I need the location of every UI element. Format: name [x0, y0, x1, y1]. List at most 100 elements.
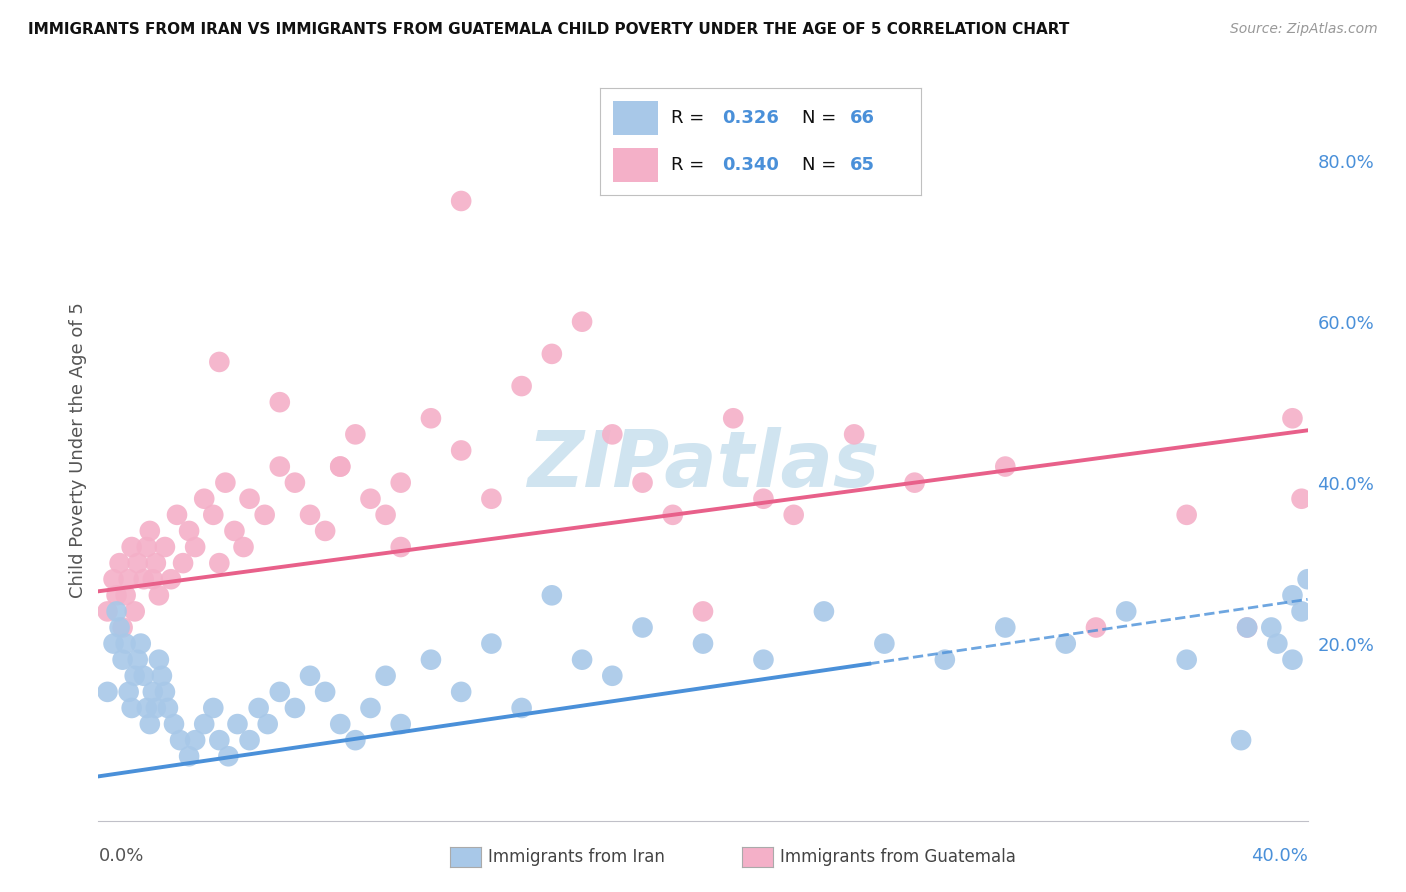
Point	[299, 508, 322, 522]
Point	[253, 508, 276, 522]
Point	[994, 459, 1017, 474]
Point	[374, 508, 396, 522]
Point	[873, 637, 896, 651]
Point	[239, 491, 262, 506]
Point	[145, 701, 167, 715]
Point	[139, 717, 162, 731]
Point	[631, 475, 654, 490]
Point	[148, 588, 170, 602]
Point	[121, 540, 143, 554]
Point	[150, 669, 173, 683]
Point	[202, 701, 225, 715]
Point	[217, 749, 239, 764]
Point	[145, 556, 167, 570]
Point	[314, 524, 336, 538]
Point	[127, 653, 149, 667]
Point	[389, 540, 412, 554]
Point	[129, 637, 152, 651]
Point	[121, 701, 143, 715]
Point	[450, 194, 472, 208]
Point	[142, 572, 165, 586]
Point	[904, 475, 927, 490]
Point	[142, 685, 165, 699]
Point	[692, 604, 714, 618]
Point	[1281, 653, 1303, 667]
Point	[602, 427, 624, 442]
Text: Source: ZipAtlas.com: Source: ZipAtlas.com	[1230, 22, 1378, 37]
Point	[602, 669, 624, 683]
Point	[103, 572, 125, 586]
Point	[284, 475, 307, 490]
Point	[184, 733, 207, 747]
Point	[163, 717, 186, 731]
Point	[239, 733, 262, 747]
Point	[571, 653, 593, 667]
Point	[344, 427, 367, 442]
Point	[247, 701, 270, 715]
Point	[105, 604, 128, 618]
Point	[844, 427, 866, 442]
Point	[111, 620, 134, 634]
Point	[179, 524, 201, 538]
Point	[481, 637, 503, 651]
Point	[692, 637, 714, 651]
Point	[156, 701, 179, 715]
Point	[111, 653, 134, 667]
Point	[813, 604, 835, 618]
Point	[752, 491, 775, 506]
Point	[1281, 588, 1303, 602]
Point	[329, 459, 352, 474]
Point	[1281, 411, 1303, 425]
Point	[148, 653, 170, 667]
Point	[132, 669, 155, 683]
Point	[752, 653, 775, 667]
Point	[226, 717, 249, 731]
Point	[184, 540, 207, 554]
Point	[135, 540, 157, 554]
Point	[1260, 620, 1282, 634]
Point	[1291, 604, 1313, 618]
Point	[269, 459, 291, 474]
Point	[1291, 491, 1313, 506]
Point	[510, 701, 533, 715]
Point	[1267, 637, 1289, 651]
Text: Immigrants from Iran: Immigrants from Iran	[488, 848, 665, 866]
Point	[1054, 637, 1077, 651]
Point	[344, 733, 367, 747]
Point	[284, 701, 307, 715]
Point	[232, 540, 254, 554]
Point	[124, 669, 146, 683]
Point	[360, 701, 382, 715]
Point	[299, 669, 322, 683]
Point	[256, 717, 278, 731]
Point	[96, 685, 118, 699]
Point	[314, 685, 336, 699]
Point	[389, 475, 412, 490]
Point	[540, 347, 562, 361]
Point	[105, 588, 128, 602]
Point	[1085, 620, 1108, 634]
Point	[540, 588, 562, 602]
Point	[994, 620, 1017, 634]
Point	[160, 572, 183, 586]
Point	[208, 556, 231, 570]
Text: Immigrants from Guatemala: Immigrants from Guatemala	[780, 848, 1017, 866]
Point	[114, 637, 136, 651]
Point	[172, 556, 194, 570]
Point	[389, 717, 412, 731]
Text: ZIPatlas: ZIPatlas	[527, 427, 879, 503]
Point	[179, 749, 201, 764]
Point	[127, 556, 149, 570]
Point	[420, 653, 443, 667]
Y-axis label: Child Poverty Under the Age of 5: Child Poverty Under the Age of 5	[69, 302, 87, 599]
Point	[193, 717, 215, 731]
Text: IMMIGRANTS FROM IRAN VS IMMIGRANTS FROM GUATEMALA CHILD POVERTY UNDER THE AGE OF: IMMIGRANTS FROM IRAN VS IMMIGRANTS FROM …	[28, 22, 1070, 37]
Point	[1296, 572, 1319, 586]
Point	[661, 508, 683, 522]
Point	[169, 733, 191, 747]
Point	[1236, 620, 1258, 634]
Point	[153, 685, 176, 699]
Point	[118, 572, 141, 586]
Point	[208, 733, 231, 747]
Point	[450, 443, 472, 458]
